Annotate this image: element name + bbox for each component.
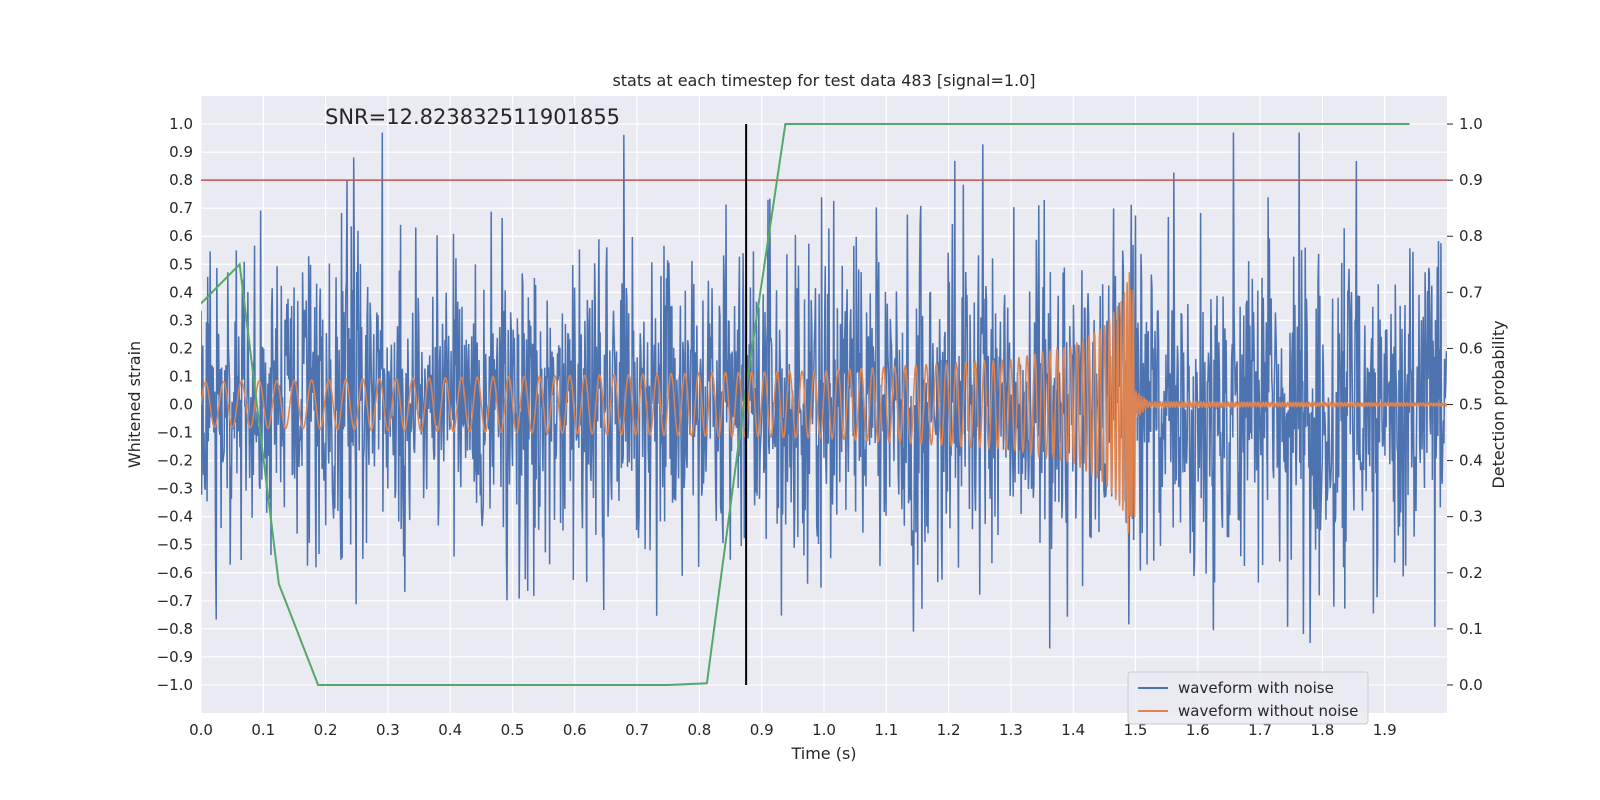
x-tick-label: 1.1 [874,721,898,739]
y-tick-label: −0.8 [157,620,193,638]
y-tick-label: −0.7 [157,592,193,610]
legend-box [1127,671,1369,725]
x-tick-label: 1.5 [1124,721,1148,739]
y-axis-label: Whitened strain [125,341,144,468]
legend-label-clean: waveform without noise [1178,702,1358,720]
y-tick-label: −0.6 [157,564,193,582]
x-tick-label: 1.4 [1061,721,1085,739]
x-tick-label: 1.0 [812,721,836,739]
snr-annotation: SNR=12.823832511901855 [325,105,620,129]
y-tick-label: −0.2 [157,452,193,470]
y-tick-label: −0.5 [157,536,193,554]
y2-tick-label: 1.0 [1459,115,1483,133]
y2-tick-label: 0.5 [1459,396,1483,414]
x-tick-label: 0.1 [251,721,275,739]
x-tick-label: 1.8 [1310,721,1334,739]
y2-tick-label: 0.8 [1459,227,1483,245]
x-tick-label: 0.2 [314,721,338,739]
y-tick-label: −0.4 [157,508,193,526]
y2-axis-label: Detection probability [1489,320,1508,488]
legend: waveform with noise waveform without noi… [1127,671,1369,725]
x-tick-label: 0.0 [189,721,213,739]
y-tick-label: −0.3 [157,480,193,498]
series-layer [201,123,1447,686]
y-tick-label: −0.1 [157,424,193,442]
y2-tick-label: 0.3 [1459,508,1483,526]
y-tick-label: −0.9 [157,648,193,666]
x-tick-label: 0.8 [687,721,711,739]
y-tick-label: 0.5 [169,255,193,273]
x-tick-label: 1.7 [1248,721,1272,739]
x-tick-label: 0.7 [625,721,649,739]
y2-tick-label: 0.0 [1459,676,1483,694]
y-tick-label: −1.0 [157,676,193,694]
y-tick-label: 0.4 [169,283,193,301]
y-tick-label: 0.7 [169,199,193,217]
series-waveform-without-noise [201,272,1447,534]
y-tick-label: 0.3 [169,311,193,329]
x-tick-label: 0.4 [438,721,462,739]
y2-tick-label: 0.4 [1459,452,1483,470]
y-tick-label: 0.8 [169,171,193,189]
y-tick-label: 0.2 [169,339,193,357]
y2-tick-label: 0.1 [1459,620,1483,638]
x-tick-label: 0.9 [750,721,774,739]
chart-title: stats at each timestep for test data 483… [612,71,1035,90]
y-tick-label: 0.6 [169,227,193,245]
x-tick-label: 1.3 [999,721,1023,739]
x-tick-label: 0.5 [501,721,525,739]
y2-tick-label: 0.2 [1459,564,1483,582]
legend-label-noisy: waveform with noise [1178,679,1334,697]
x-tick-label: 1.6 [1186,721,1210,739]
series-detection-probability [201,123,1410,686]
x-tick-label: 0.3 [376,721,400,739]
y-tick-label: 0.9 [169,143,193,161]
y2-tick-label: 0.9 [1459,171,1483,189]
y-tick-label: 0.1 [169,367,193,385]
x-axis-label: Time (s) [790,744,856,763]
x-tick-label: 0.6 [563,721,587,739]
y2-tick-label: 0.7 [1459,283,1483,301]
x-tick-label: 1.9 [1373,721,1397,739]
x-tick-label: 1.2 [937,721,961,739]
y-tick-label: 0.0 [169,396,193,414]
tick-labels: 0.0 0.1 0.2 0.3 0.4 0.5 0.6 0.7 0.8 0.9 1.0 1.1 1.2 1… [157,115,1483,739]
y-tick-label: 1.0 [169,115,193,133]
y2-tick-label: 0.6 [1459,339,1483,357]
